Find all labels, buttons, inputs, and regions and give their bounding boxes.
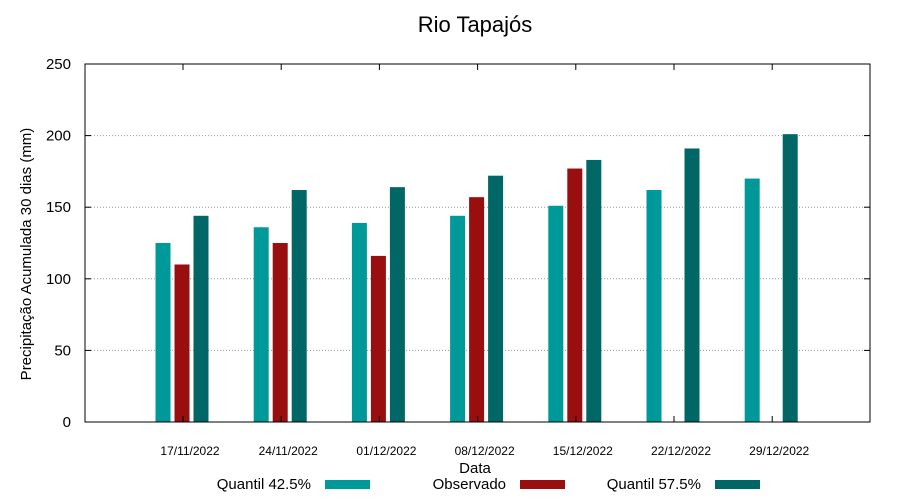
bar-0 <box>450 215 466 422</box>
x-tick-label: 15/12/2022 <box>553 444 613 458</box>
legend-swatch <box>520 480 565 489</box>
bar-2 <box>684 148 700 422</box>
legend-label: Quantil 42.5% <box>217 476 311 493</box>
legend-label: Quantil 57.5% <box>607 476 701 493</box>
bar-0 <box>646 190 662 422</box>
y-tick-label: 200 <box>46 128 71 145</box>
bar-1 <box>567 168 583 422</box>
bar-1 <box>272 243 288 422</box>
y-tick-label: 150 <box>46 199 71 216</box>
y-tick-label: 0 <box>63 414 71 431</box>
x-tick-label: 24/11/2022 <box>259 444 318 458</box>
bar-1 <box>174 264 190 422</box>
bar-1 <box>469 197 485 422</box>
y-tick-label: 50 <box>54 342 71 359</box>
bar-2 <box>193 215 209 422</box>
bar-0 <box>744 178 760 422</box>
x-tick-label: 17/11/2022 <box>160 444 219 458</box>
gridlines <box>85 135 870 351</box>
y-tick-label: 100 <box>46 271 71 288</box>
x-tick-label: 01/12/2022 <box>356 444 416 458</box>
legend-swatch <box>325 480 370 489</box>
legend: Quantil 42.5% Observado Quantil 57.5% <box>217 476 760 493</box>
bar-2 <box>782 134 798 422</box>
chart-title: Rio Tapajós <box>418 12 533 37</box>
y-tick-label: 250 <box>46 56 71 73</box>
x-tick-label: 29/12/2022 <box>749 444 809 458</box>
x-tick-label: 08/12/2022 <box>455 444 515 458</box>
bar-0 <box>351 222 367 422</box>
y-axis-ticks: 0 50 100 150 200 250 <box>46 56 870 431</box>
legend-swatch <box>715 480 760 489</box>
x-tick-label: 22/12/2022 <box>651 444 711 458</box>
bar-0 <box>253 227 269 422</box>
bar-0 <box>548 205 564 422</box>
bar-2 <box>488 175 504 422</box>
bar-2 <box>586 159 602 422</box>
bar-1 <box>370 255 386 422</box>
y-axis-label: Precipitação Acumulada 30 dias (mm) <box>18 128 35 381</box>
bar-2 <box>389 187 405 422</box>
x-axis-ticks: 17/11/2022 24/11/2022 01/12/2022 08/12/2022… <box>160 64 810 458</box>
bar-0 <box>155 243 171 422</box>
bar-2 <box>291 190 307 422</box>
bars <box>155 134 798 422</box>
x-axis-label: Data <box>459 460 491 477</box>
legend-label: Observado <box>433 476 506 493</box>
